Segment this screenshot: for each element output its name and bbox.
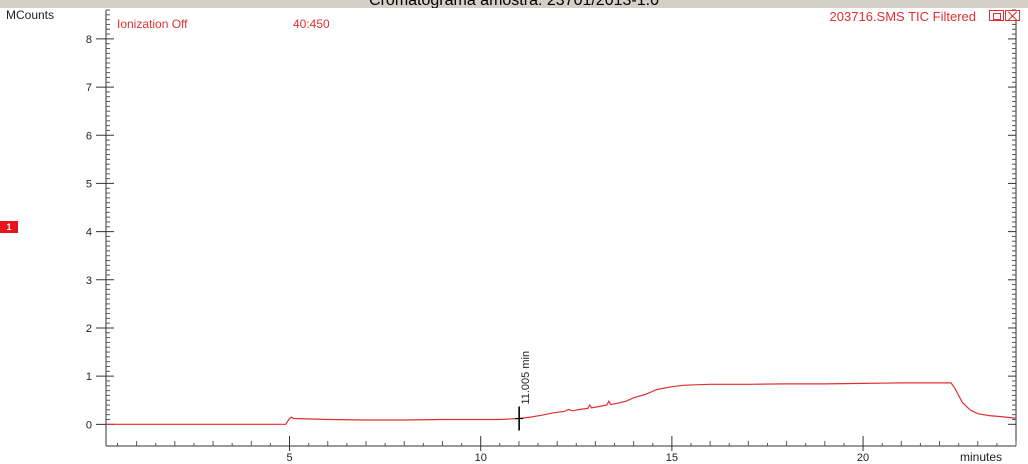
y-tick-label: 2 — [86, 323, 92, 335]
y-tick-label: 4 — [86, 227, 92, 239]
mass-range-label: 40:450 — [293, 17, 330, 31]
y-tick-label: 8 — [86, 34, 92, 46]
y-tick-label: 5 — [86, 178, 92, 190]
restore-icon[interactable] — [989, 10, 1004, 21]
x-axis-label: minutes — [960, 450, 1002, 464]
x-ticks: 5 10 15 20 — [286, 436, 869, 464]
x-tick-label: 10 — [475, 452, 487, 464]
y-tick-label: 3 — [86, 275, 92, 287]
ionization-label: Ionization Off — [117, 17, 188, 31]
axes-layer — [105, 10, 1017, 447]
y-ticks: 0 1 2 3 4 5 6 7 8 — [86, 34, 1016, 431]
window-controls — [989, 10, 1020, 22]
window-title: Cromatograma amostra: 23701/2013-1.0 — [0, 0, 1028, 8]
annotation-layer: 11.005 min — [515, 351, 532, 431]
y-tick-label: 6 — [86, 130, 92, 142]
peak-label: 11.005 min — [520, 351, 532, 405]
y-tick-label: 7 — [86, 82, 92, 94]
tic-trace-line — [106, 382, 1017, 425]
y-tick-label: 0 — [86, 419, 92, 431]
x-tick-label: 20 — [857, 452, 869, 464]
chart-title: 203716.SMS TIC Filtered — [830, 9, 976, 24]
y-axis-label: MCounts — [6, 8, 54, 22]
series-layer — [106, 382, 1017, 425]
y-tick-label: 1 — [86, 371, 92, 383]
trace-number-badge[interactable]: 1 — [0, 221, 18, 233]
close-icon[interactable] — [1005, 10, 1020, 21]
x-tick-label: 15 — [666, 452, 678, 464]
minor-ticks — [106, 9, 1017, 446]
x-tick-label: 5 — [286, 452, 292, 464]
window-title-bar: Cromatograma amostra: 23701/2013-1.0 — [0, 0, 1028, 8]
